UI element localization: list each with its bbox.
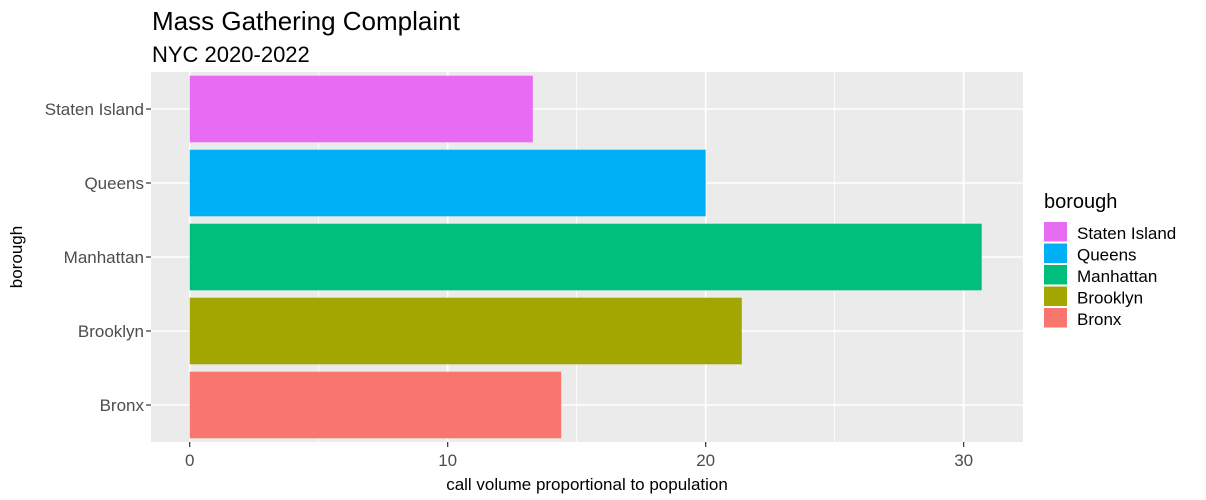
bar-staten-island (189, 75, 533, 143)
legend-key-brooklyn (1044, 286, 1067, 306)
y-tick-label: Queens (84, 174, 144, 193)
y-tick-label: Bronx (100, 396, 145, 415)
chart-title: Mass Gathering Complaint (152, 6, 461, 36)
legend-key-staten-island (1044, 222, 1067, 242)
y-axis-title: borough (7, 226, 26, 288)
bar-queens (189, 149, 706, 217)
legend-label: Manhattan (1077, 267, 1157, 286)
legend-title: borough (1044, 191, 1117, 213)
legend-label: Brooklyn (1077, 289, 1143, 308)
bar-bronx (189, 371, 562, 439)
legend-label: Bronx (1077, 310, 1122, 329)
x-axis-title: call volume proportional to population (446, 475, 728, 494)
x-axis: 0 10 20 30 (185, 442, 973, 470)
x-tick-label: 20 (696, 451, 715, 470)
x-tick-label: 10 (438, 451, 457, 470)
bars (189, 75, 982, 439)
x-tick-label: 30 (954, 451, 973, 470)
y-tick-label: Brooklyn (78, 322, 144, 341)
y-tick-label: Staten Island (45, 100, 144, 119)
y-tick-label: Manhattan (64, 248, 144, 267)
legend-key-manhattan (1044, 265, 1067, 285)
legend-key-queens (1044, 243, 1067, 263)
legend-label: Staten Island (1077, 224, 1176, 243)
bar-brooklyn (189, 297, 742, 365)
legend-key-bronx (1044, 308, 1067, 328)
legend-label: Queens (1077, 246, 1137, 265)
legend: borough Staten Island Queens Manhattan Broo… (1044, 191, 1176, 329)
bar-manhattan (189, 223, 982, 291)
x-tick-label: 0 (185, 451, 194, 470)
y-axis: Bronx Brooklyn Manhattan Queens Staten Islan… (45, 100, 151, 415)
chart-subtitle: NYC 2020-2022 (152, 42, 310, 67)
